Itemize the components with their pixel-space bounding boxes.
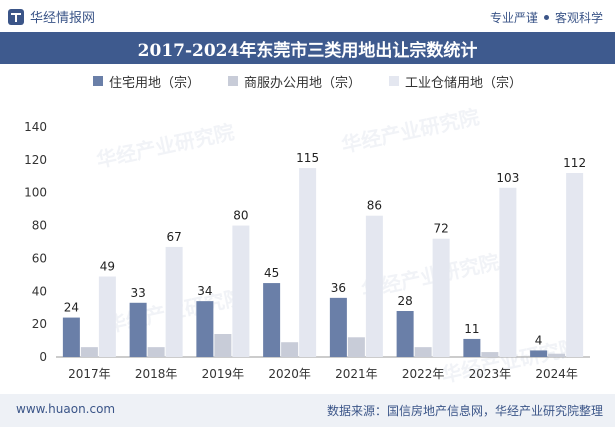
top-bar: 华经情报网 专业严谨 客观科学 (0, 0, 615, 32)
chart-legend: 住宅用地（宗） 商服办公用地（宗） 工业仓储用地（宗） (0, 70, 615, 92)
bar-0 (196, 301, 214, 357)
bar-2 (499, 187, 517, 357)
bar-1 (147, 347, 165, 357)
legend-swatch (92, 76, 103, 86)
y-tick-label: 140 (24, 120, 47, 134)
bar-0 (129, 302, 147, 357)
data-label: 86 (367, 199, 382, 213)
bar-2 (365, 215, 383, 357)
bar-1 (214, 334, 232, 357)
slogan: 专业严谨 客观科学 (490, 9, 603, 26)
chart-title: 2017-2024年东莞市三类用地出让宗数统计 (137, 40, 478, 61)
data-label: 67 (166, 230, 181, 244)
legend-label: 工业仓储用地（宗） (405, 75, 523, 91)
y-tick-label: 20 (32, 317, 47, 331)
bar-2 (165, 246, 183, 357)
y-tick-label: 100 (24, 186, 47, 200)
slogan-right: 客观科学 (554, 11, 603, 25)
data-label: 33 (130, 286, 145, 300)
data-label: 11 (464, 322, 479, 336)
bar-2 (232, 225, 250, 357)
x-tick-label: 2020年 (268, 367, 311, 381)
data-label: 28 (397, 294, 412, 308)
bar-2 (299, 168, 317, 357)
x-tick-label: 2021年 (335, 367, 378, 381)
legend-label: 商服办公用地（宗） (243, 75, 361, 91)
y-tick-label: 80 (32, 219, 47, 233)
data-label: 103 (496, 171, 519, 185)
data-label: 36 (331, 281, 346, 295)
legend-item[interactable]: 商服办公用地（宗） (227, 72, 361, 91)
bar-2 (566, 173, 584, 357)
footer-site-link[interactable]: www.huaon.com (16, 402, 116, 416)
bar-chart: 0 20 40 60 80 100 120 140 24 49 2017年 33 67 2018年 34 80… (24, 120, 590, 381)
footer: www.huaon.com 数据来源：国信房地产信息网，华经产业研究院整理 (0, 394, 615, 427)
data-label: 4 (535, 333, 543, 347)
x-tick-label: 2017年 (68, 367, 111, 381)
y-tick-label: 0 (39, 350, 47, 364)
data-label: 115 (296, 151, 319, 165)
x-tick-label: 2018年 (135, 367, 178, 381)
legend-item[interactable]: 住宅用地（宗） (92, 72, 200, 91)
footer-source: 数据来源：国信房地产信息网，华经产业研究院整理 (326, 404, 603, 418)
y-tick-label: 120 (24, 153, 47, 167)
data-label: 112 (563, 156, 586, 170)
slogan-left: 专业严谨 (489, 11, 538, 25)
data-label: 34 (197, 284, 212, 298)
x-tick-label: 2019年 (202, 367, 245, 381)
data-label: 45 (264, 266, 279, 280)
bar-0 (62, 317, 80, 357)
y-tick-label: 60 (32, 251, 47, 265)
bar-0 (530, 350, 548, 357)
bullet-icon (543, 15, 549, 20)
bar-0 (396, 311, 414, 357)
legend-swatch (389, 76, 399, 86)
bar-0 (329, 297, 347, 357)
data-label: 80 (233, 209, 248, 223)
logo-icon (8, 8, 24, 25)
data-label: 72 (433, 222, 448, 236)
logo[interactable]: 华经情报网 (8, 7, 95, 26)
y-tick-label: 40 (32, 284, 47, 298)
bar-1 (281, 342, 299, 357)
title-bar: 2017-2024年东莞市三类用地出让宗数统计 (0, 32, 615, 64)
data-label: 49 (100, 260, 115, 274)
bar-0 (263, 283, 281, 357)
x-tick-label: 2024年 (535, 367, 578, 381)
bar-1 (80, 347, 98, 357)
bar-1 (481, 352, 499, 357)
x-tick-label: 2023年 (469, 367, 512, 381)
bar-1 (347, 337, 365, 357)
bar-2 (98, 276, 116, 357)
data-label: 24 (64, 301, 79, 315)
x-tick-label: 2022年 (402, 367, 445, 381)
legend-swatch (227, 76, 238, 86)
bar-0 (463, 338, 481, 357)
legend-item[interactable]: 工业仓储用地（宗） (389, 72, 522, 91)
legend-label: 住宅用地（宗） (108, 75, 200, 91)
bar-1 (548, 353, 566, 357)
logo-text: 华经情报网 (30, 11, 96, 26)
bar-2 (432, 238, 450, 357)
bar-1 (414, 347, 432, 357)
